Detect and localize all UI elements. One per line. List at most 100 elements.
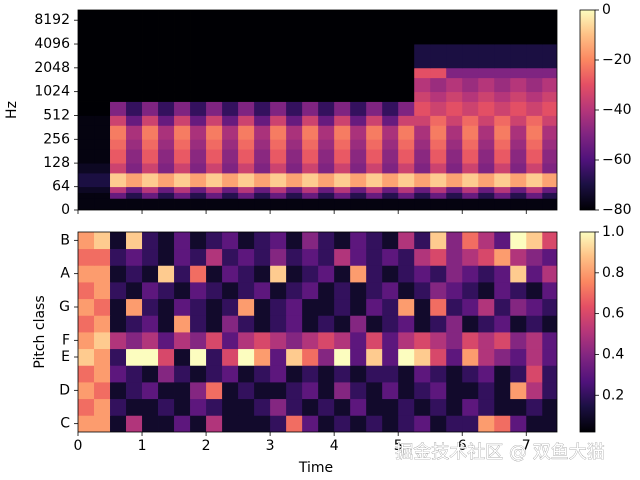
cell [174,139,191,150]
cell [126,186,143,193]
cell [94,91,111,102]
cell [142,348,159,366]
cell [174,149,191,164]
cell [494,101,511,116]
cell [126,232,143,250]
cell [430,77,447,93]
cell [286,365,303,383]
cell [318,172,335,188]
cell [366,198,383,210]
cell [350,348,367,366]
cell [174,282,191,300]
cell [158,149,175,164]
cell [350,198,367,210]
cell [414,77,431,93]
cell [78,101,95,116]
cell [366,382,383,400]
cell [94,67,111,79]
cell [446,44,463,69]
cell [142,415,159,432]
cell [158,44,175,69]
cell [366,232,383,250]
cell [78,382,95,400]
cell [494,232,511,250]
cell [302,382,319,400]
cell [462,172,479,188]
x-tick-label: 2 [202,438,211,454]
cell [350,332,367,350]
cell [366,125,383,140]
cell [510,67,527,79]
cell [526,398,543,416]
cell [510,348,527,366]
cell [190,398,207,416]
cell [430,332,447,350]
cell [398,265,415,283]
cell [398,101,415,116]
cell [174,163,191,174]
cell [254,265,271,283]
cell [94,282,111,300]
colorbar-tick-label: 0.4 [602,346,624,362]
cell [302,163,319,174]
cell [110,265,127,283]
cell [414,365,431,383]
cell [302,398,319,416]
cell [190,149,207,164]
cell [302,77,319,93]
cell [78,149,95,164]
cell [222,248,239,266]
cell [270,186,287,193]
cell [94,149,111,164]
cell [526,298,543,316]
cell [78,91,95,102]
cell [494,332,511,350]
cell [478,382,495,400]
colorbar-tick-label: −40 [602,102,632,118]
cell [254,44,271,69]
cell [350,248,367,266]
cell [222,44,239,69]
x-tick-label: 7 [522,438,531,454]
cell [206,186,223,193]
cell [446,172,463,188]
cell [430,172,447,188]
cell [254,348,271,366]
cell [238,163,255,174]
cell [142,332,159,350]
cell [142,67,159,79]
cell [126,163,143,174]
cell [254,365,271,383]
cell [318,44,335,69]
cell [398,232,415,250]
cell [238,332,255,350]
cell [238,248,255,266]
cell [190,186,207,193]
cell [446,115,463,126]
cell [158,382,175,400]
cell [190,248,207,266]
cell [206,163,223,174]
cell [286,115,303,126]
cell [142,382,159,400]
cell [526,232,543,250]
cell [110,365,127,383]
cell [526,163,543,174]
cell [78,315,95,333]
cell [286,382,303,400]
cell [382,192,399,199]
cell [238,192,255,199]
cell [398,282,415,300]
cell [478,348,495,366]
cell [110,125,127,140]
cell [142,298,159,316]
cell [478,332,495,350]
cell [142,282,159,300]
cell [366,139,383,150]
cell [414,44,431,69]
cell [158,192,175,199]
cell [414,382,431,400]
cell [494,77,511,93]
cell [206,125,223,140]
cell [478,67,495,79]
